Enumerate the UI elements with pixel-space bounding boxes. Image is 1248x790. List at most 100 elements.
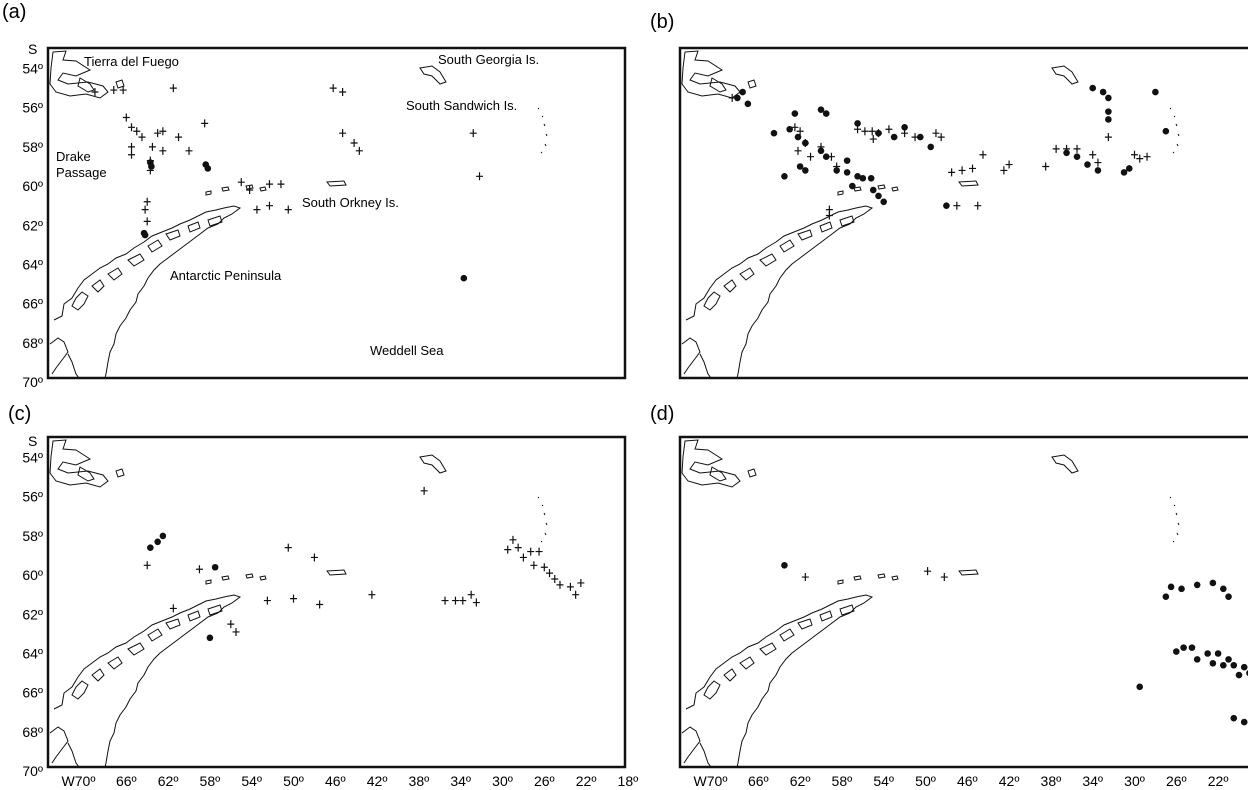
dot-marker bbox=[1220, 585, 1227, 593]
label-drake: Drake bbox=[56, 149, 91, 164]
dot-marker bbox=[786, 125, 793, 133]
dot-marker bbox=[1099, 88, 1107, 96]
cross-marker bbox=[958, 166, 966, 175]
lon-tick-label: 30º bbox=[1124, 773, 1145, 789]
dot-marker bbox=[1105, 116, 1112, 123]
dot-marker bbox=[770, 129, 778, 137]
dot-marker bbox=[1240, 663, 1248, 671]
cross-marker bbox=[1104, 133, 1112, 142]
dot-marker bbox=[869, 186, 877, 194]
dot-marker bbox=[154, 538, 161, 546]
lon-tick-label: 50º bbox=[283, 773, 304, 789]
cross-marker bbox=[530, 561, 538, 570]
lon-tick-label: 58º bbox=[200, 773, 221, 789]
dot-marker bbox=[204, 165, 212, 172]
map-c bbox=[49, 439, 585, 767]
dot-marker bbox=[1167, 583, 1175, 591]
cross-marker bbox=[339, 129, 347, 138]
lon-tick-label: 22º bbox=[1208, 773, 1229, 789]
label-south-georgia: South Georgia Is. bbox=[438, 52, 539, 67]
cross-marker bbox=[128, 142, 136, 151]
lon-tick-label: 66º bbox=[748, 773, 769, 789]
lat-tick-label: 60º bbox=[22, 567, 43, 583]
lon-tick-label: 26º bbox=[1166, 773, 1187, 789]
dot-marker bbox=[1063, 149, 1070, 157]
dot-marker bbox=[1209, 579, 1217, 587]
dot-marker bbox=[460, 274, 468, 282]
cross-marker bbox=[1136, 154, 1144, 163]
lon-tick-label: 26º bbox=[534, 773, 555, 789]
dot-marker bbox=[791, 110, 799, 117]
hemisphere-label-a: S bbox=[28, 41, 37, 57]
lat-tick-label: 62º bbox=[22, 606, 43, 622]
lon-tick-label: 30º bbox=[492, 773, 513, 789]
dot-marker bbox=[1225, 593, 1232, 600]
dot-marker bbox=[901, 124, 908, 131]
dot-marker bbox=[1235, 671, 1243, 679]
dot-marker bbox=[1162, 127, 1170, 135]
cross-marker bbox=[143, 561, 151, 570]
lat-tick-label: 70º bbox=[22, 763, 43, 779]
cross-marker bbox=[1131, 150, 1138, 159]
cross-marker bbox=[368, 590, 376, 599]
dot-marker bbox=[1230, 714, 1238, 722]
cross-marker bbox=[979, 150, 987, 159]
cross-marker bbox=[801, 573, 809, 582]
label-south-sandwich: South Sandwich Is. bbox=[406, 98, 517, 113]
lat-tick-label: 68º bbox=[22, 335, 43, 351]
cross-marker bbox=[861, 127, 869, 136]
cross-marker bbox=[169, 84, 177, 93]
dot-marker bbox=[1225, 656, 1232, 663]
lon-axis-c: W70º 66º 62º 58º 54º 50º 46º 42º 38º 34º 30º 26º 22º… bbox=[62, 773, 639, 789]
dot-marker bbox=[802, 167, 809, 174]
lon-tick-label: 54º bbox=[241, 773, 262, 789]
cross-marker bbox=[1089, 150, 1097, 159]
dot-marker bbox=[1094, 167, 1102, 174]
dot-marker bbox=[927, 143, 935, 151]
dot-marker bbox=[802, 139, 809, 147]
dot-marker bbox=[1178, 585, 1185, 593]
dot-marker bbox=[1193, 581, 1201, 589]
cross-marker bbox=[159, 127, 167, 136]
cross-marker bbox=[316, 600, 324, 609]
lat-tick-label: 68º bbox=[22, 724, 43, 740]
lon-tick-label: 58º bbox=[832, 773, 853, 789]
lat-tick-label: 54º bbox=[22, 450, 43, 466]
dot-marker bbox=[794, 133, 802, 141]
markers-c bbox=[143, 486, 585, 642]
dot-marker bbox=[859, 174, 867, 182]
cross-marker bbox=[141, 205, 149, 214]
cross-marker bbox=[796, 127, 804, 136]
cross-marker bbox=[284, 543, 292, 552]
cross-marker bbox=[540, 563, 548, 572]
lat-tick-label: 66º bbox=[22, 296, 43, 312]
cross-marker bbox=[469, 129, 477, 138]
lon-tick-label: 42º bbox=[999, 773, 1020, 789]
markers-b bbox=[728, 84, 1170, 220]
cross-marker bbox=[1143, 152, 1151, 161]
cross-marker bbox=[441, 596, 449, 605]
cross-marker bbox=[175, 133, 183, 142]
cross-marker bbox=[556, 580, 564, 589]
lon-tick-label: 66º bbox=[116, 773, 137, 789]
lon-tick-label: 42º bbox=[367, 773, 388, 789]
cross-marker bbox=[504, 545, 512, 554]
lat-axis-a: 54º 56º 58º 60º 62º 64º 66º 68º 70º bbox=[22, 61, 43, 391]
dot-marker bbox=[1120, 169, 1128, 176]
cross-marker bbox=[350, 138, 358, 147]
frame-d bbox=[678, 435, 1248, 769]
dot-marker bbox=[1162, 593, 1170, 600]
cross-marker bbox=[148, 142, 156, 151]
lon-tick-label: W70º bbox=[694, 773, 728, 789]
cross-marker bbox=[133, 127, 141, 136]
dot-marker bbox=[843, 169, 851, 176]
dot-marker bbox=[1173, 648, 1180, 655]
lon-tick-label: 46º bbox=[325, 773, 346, 789]
dot-marker bbox=[1214, 650, 1222, 657]
lat-tick-label: 64º bbox=[22, 257, 43, 273]
cross-marker bbox=[143, 197, 151, 206]
cross-marker bbox=[110, 86, 118, 95]
dot-marker bbox=[141, 231, 149, 239]
dot-marker bbox=[739, 88, 746, 96]
